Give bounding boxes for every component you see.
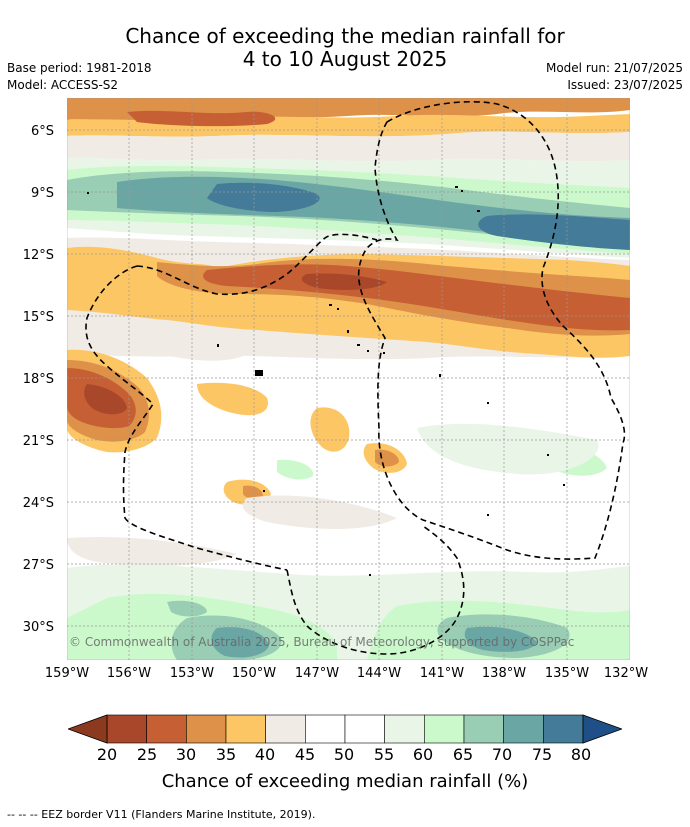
lat-label-27s: 27°S <box>22 558 54 573</box>
colorbar-label-60: 60 <box>412 745 434 764</box>
zone-green-patch-2 <box>277 459 314 480</box>
colorbar-cell <box>225 714 266 744</box>
colorbar-high-extend <box>582 714 622 744</box>
colorbar-cell <box>463 714 504 744</box>
zone-neutral-patch-3 <box>67 536 237 566</box>
colorbar-cell <box>503 714 544 744</box>
lon-label-153w: 153°W <box>169 666 215 681</box>
zone-west-dark <box>84 384 127 415</box>
lon-label-147w: 147°W <box>294 666 340 681</box>
zone-lightgreen-patch-1 <box>417 423 599 475</box>
colorbar-label-65: 65 <box>452 745 474 764</box>
colorbar-label-50: 50 <box>333 745 355 764</box>
lon-label-150w: 150°W <box>231 666 277 681</box>
colorbar-label-80: 80 <box>570 745 592 764</box>
lat-label-15s: 15°S <box>22 310 54 325</box>
colorbar-label-45: 45 <box>294 745 316 764</box>
colorbar-cell <box>106 714 147 744</box>
eez-border-north <box>357 100 626 560</box>
colorbar-title: Chance of exceeding median rainfall (%) <box>161 771 529 792</box>
colorbar-cell <box>305 714 346 744</box>
model-run-text: Model run: 21/07/2025 <box>545 61 683 75</box>
zone-yellow-patch-1 <box>197 382 268 416</box>
lon-label-156w: 156°W <box>106 666 152 681</box>
lat-label-9s: 9°S <box>30 186 54 201</box>
colorbar-cell <box>186 714 227 744</box>
colorbar-cell <box>424 714 465 744</box>
copyright-text: © Commonwealth of Australia 2025, Bureau… <box>69 635 574 649</box>
rainfall-map: © Commonwealth of Australia 2025, Bureau… <box>67 98 630 660</box>
lat-label-6s: 6°S <box>30 124 54 139</box>
colorbar-cell <box>384 714 425 744</box>
zone-neutral-patch-1 <box>123 327 247 361</box>
zone-band-blue-west <box>207 182 320 212</box>
lon-label-141w: 141°W <box>419 666 465 681</box>
eez-border-south <box>286 525 465 655</box>
lon-label-132w: 132°W <box>603 666 649 681</box>
map-title-line2: 4 to 10 August 2025 <box>242 47 448 71</box>
zone-orange-patch-4 <box>243 485 263 499</box>
colorbar-label-20: 20 <box>96 745 118 764</box>
zone-band-blue-east <box>478 214 630 250</box>
graticule <box>67 98 630 660</box>
map-title-line1: Chance of exceeding the median rainfall … <box>125 24 565 48</box>
lon-label-138w: 138°W <box>481 666 527 681</box>
colorbar-label-30: 30 <box>175 745 197 764</box>
colorbar-cell <box>146 714 187 744</box>
lat-label-24s: 24°S <box>22 496 54 511</box>
eez-border-west <box>85 233 378 571</box>
issued-text: Issued: 23/07/2025 <box>567 78 683 92</box>
colorbar-label-25: 25 <box>136 745 158 764</box>
zone-bottom-teal-2 <box>464 626 537 652</box>
lon-label-135w: 135°W <box>544 666 590 681</box>
lat-label-21s: 21°S <box>22 434 54 449</box>
zone-small-teal <box>167 600 207 617</box>
lon-label-144w: 144°W <box>356 666 402 681</box>
lat-label-30s: 30°S <box>22 620 54 635</box>
eez-footer-note: -- -- -- EEZ border V11 (Flanders Marine… <box>7 808 316 821</box>
lat-label-18s: 18°S <box>22 372 54 387</box>
colorbar-label-75: 75 <box>531 745 553 764</box>
zone-top-neutral <box>67 131 630 162</box>
colorbar <box>68 714 622 744</box>
colorbar-label-55: 55 <box>373 745 395 764</box>
colorbar-cell <box>543 714 584 744</box>
zone-bottom-teal <box>211 627 269 658</box>
lon-label-159w: 159°W <box>44 666 90 681</box>
zone-neutral-patch-2 <box>242 495 397 529</box>
lat-label-12s: 12°S <box>22 248 54 263</box>
colorbar-cell <box>344 714 385 744</box>
zone-top-orange2 <box>127 110 276 127</box>
model-text: Model: ACCESS-S2 <box>7 78 119 92</box>
eez-borders <box>85 100 626 655</box>
zone-mid-dark <box>301 273 387 290</box>
colorbar-cell <box>265 714 306 744</box>
colorbar-label-40: 40 <box>254 745 276 764</box>
zone-yellow-patch-2 <box>310 407 350 452</box>
colorbar-label-70: 70 <box>491 745 513 764</box>
base-period-text: Base period: 1981-2018 <box>7 61 152 75</box>
colorbar-label-35: 35 <box>215 745 237 764</box>
islands <box>87 186 565 576</box>
colorbar-low-extend <box>68 714 108 744</box>
